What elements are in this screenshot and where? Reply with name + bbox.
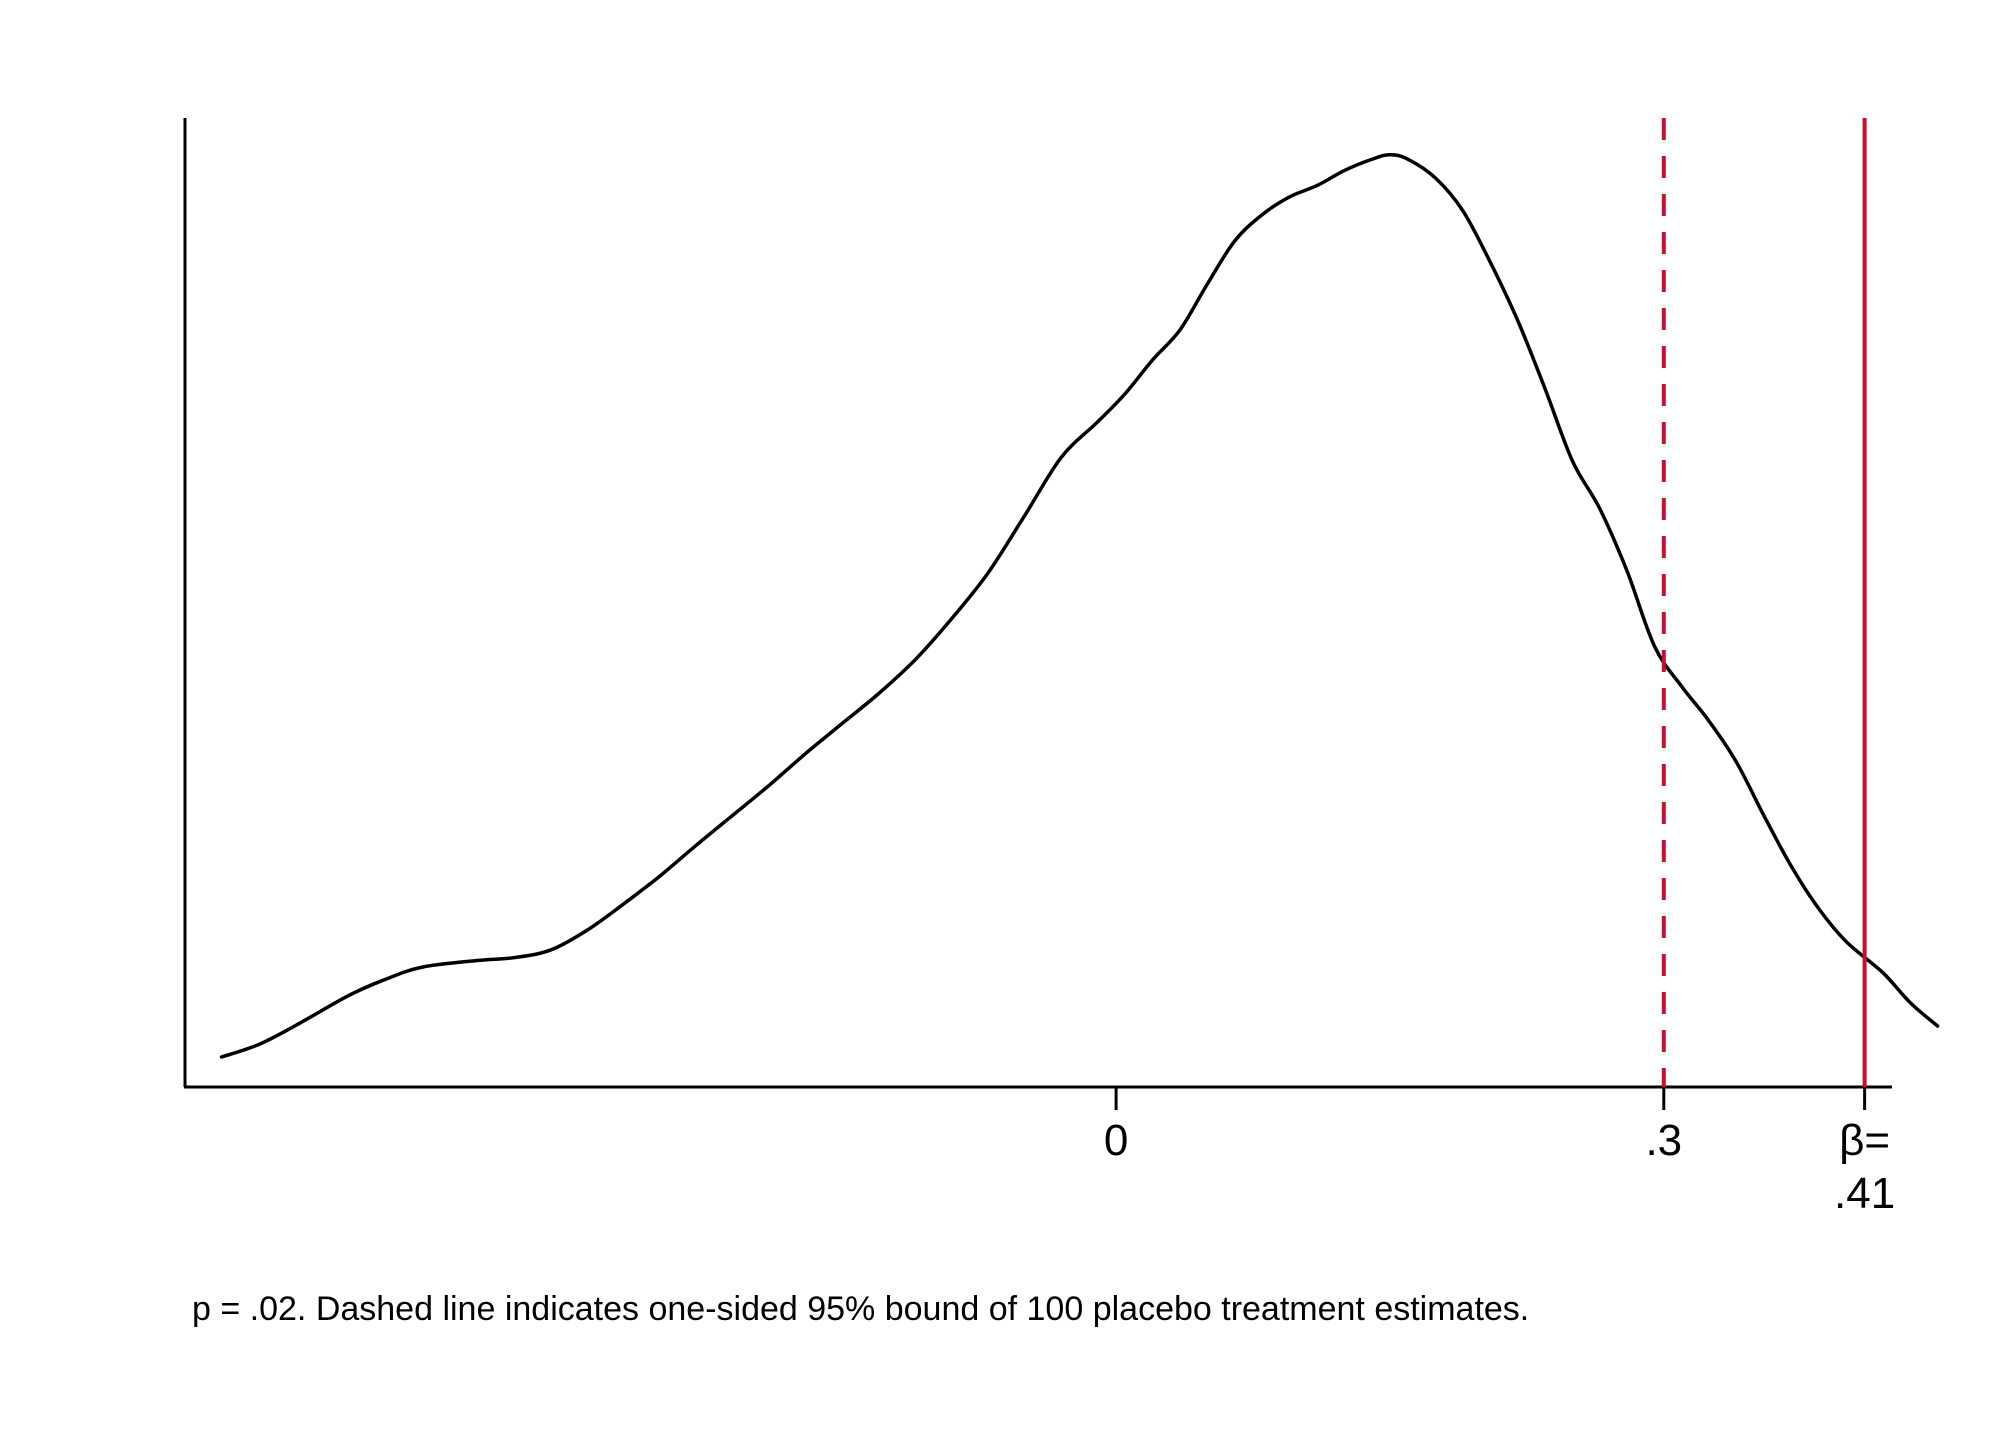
series-layer xyxy=(219,152,1940,1059)
x-ticks: 0 .3 β=.41 xyxy=(1104,1087,1895,1218)
density-curve-0 xyxy=(219,152,1940,1059)
chart-note: p = .02. Dashed line indicates one-sided… xyxy=(192,1290,1530,1328)
x-tick-label: .3 xyxy=(1645,1116,1682,1165)
x-tick-label: 0 xyxy=(1104,1116,1128,1165)
x-tick-label: β= xyxy=(1839,1116,1890,1165)
axes xyxy=(183,118,1892,1089)
reference-lines xyxy=(1661,118,1867,1087)
x-tick-label-line2: .41 xyxy=(1834,1169,1895,1218)
